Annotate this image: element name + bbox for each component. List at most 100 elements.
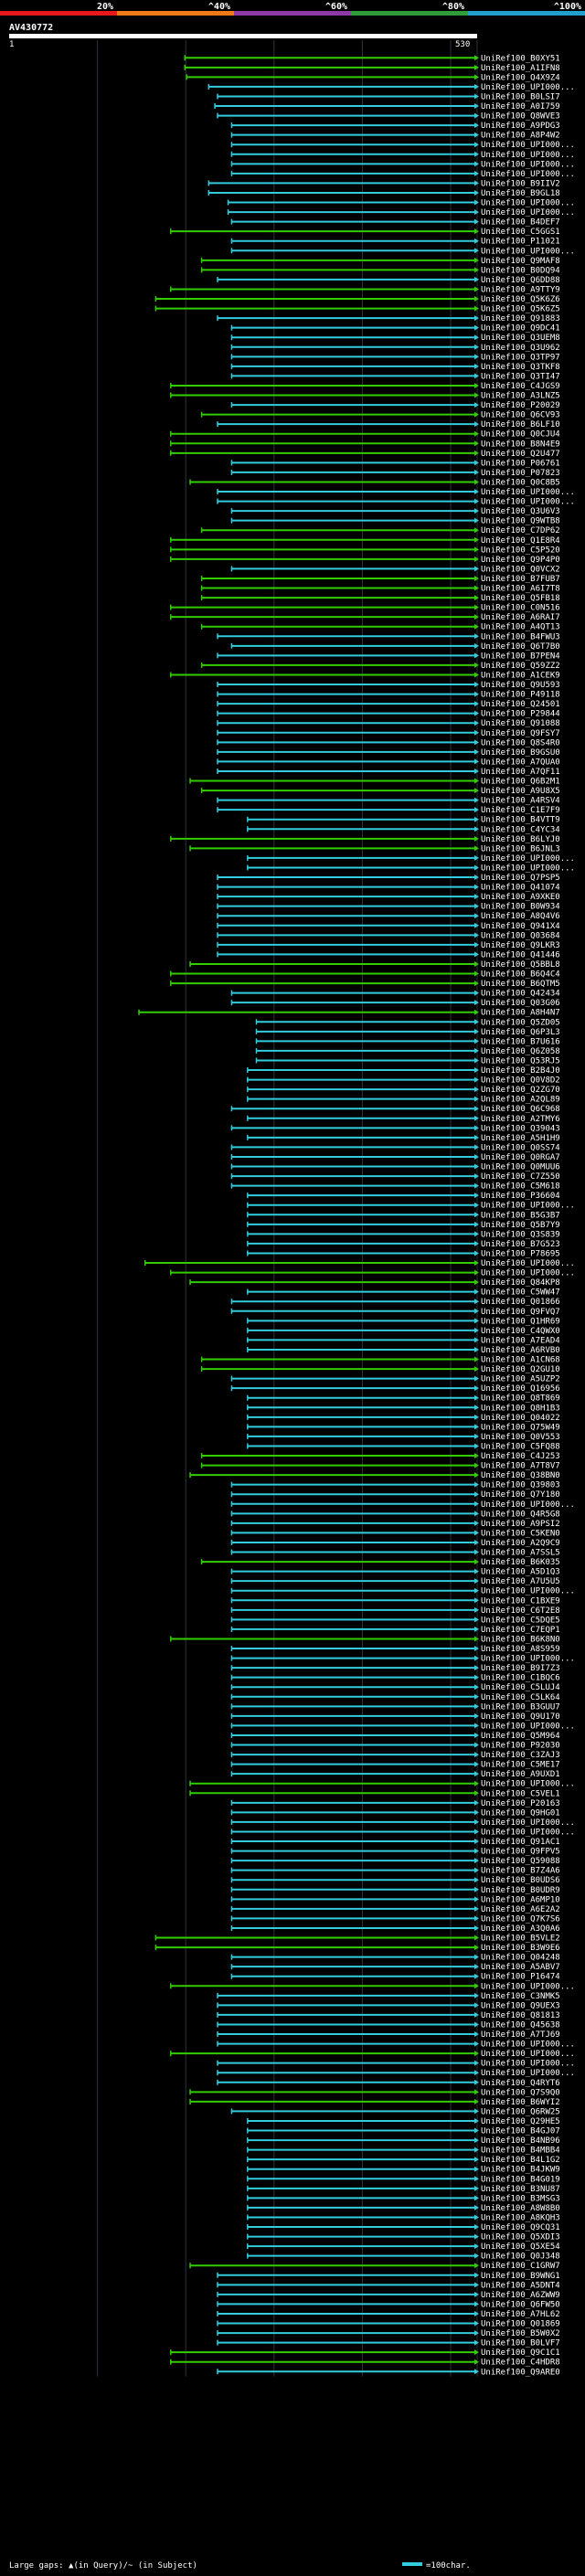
hit-row[interactable]: UniRef100_Q24501 bbox=[217, 700, 560, 709]
hit-row[interactable]: UniRef100_UPI000... bbox=[217, 2060, 575, 2069]
hit-label[interactable]: UniRef100_C1E7F9 bbox=[481, 806, 560, 815]
hit-label[interactable]: UniRef100_C4YC34 bbox=[481, 825, 560, 834]
hit-label[interactable]: UniRef100_Q04248 bbox=[481, 1954, 560, 1963]
hit-label[interactable]: UniRef100_A4RSV4 bbox=[481, 797, 560, 806]
hit-row[interactable]: UniRef100_UPI000... bbox=[230, 170, 575, 179]
hit-label[interactable]: UniRef100_B4L1G2 bbox=[481, 2156, 560, 2165]
hit-label[interactable]: UniRef100_UPI000... bbox=[481, 1259, 575, 1268]
hit-row[interactable]: UniRef100_P20163 bbox=[230, 1799, 560, 1808]
hit-label[interactable]: UniRef100_C5KEN0 bbox=[481, 1529, 560, 1538]
hit-label[interactable]: UniRef100_UPI000... bbox=[481, 1722, 575, 1731]
hit-label[interactable]: UniRef100_A7EAD4 bbox=[481, 1336, 560, 1345]
hit-label[interactable]: UniRef100_C3ZAJ3 bbox=[481, 1751, 560, 1760]
hit-label[interactable]: UniRef100_Q6RW25 bbox=[481, 2107, 560, 2116]
hit-label[interactable]: UniRef100_Q5K6Z5 bbox=[481, 305, 560, 314]
hit-row[interactable]: UniRef100_B6K035 bbox=[200, 1558, 560, 1567]
hit-label[interactable]: UniRef100_A5DNT4 bbox=[481, 2281, 560, 2290]
hit-label[interactable]: UniRef100_A9PDG3 bbox=[481, 122, 560, 131]
hit-label[interactable]: UniRef100_Q41074 bbox=[481, 884, 560, 893]
hit-row[interactable]: UniRef100_Q41446 bbox=[217, 950, 560, 959]
hit-row[interactable]: UniRef100_P16474 bbox=[230, 1973, 560, 1982]
hit-label[interactable]: UniRef100_B5VLE2 bbox=[481, 1935, 560, 1944]
hit-row[interactable]: UniRef100_B0LSI7 bbox=[217, 92, 560, 101]
hit-label[interactable]: UniRef100_Q3TI47 bbox=[481, 372, 560, 381]
hit-row[interactable]: UniRef100_B6JNL3 bbox=[189, 844, 560, 853]
hit-label[interactable]: UniRef100_Q3UEM8 bbox=[481, 334, 560, 343]
hit-label[interactable]: UniRef100_UPI000... bbox=[481, 1500, 575, 1510]
hit-label[interactable]: UniRef100_UPI000... bbox=[481, 1202, 575, 1211]
hit-label[interactable]: UniRef100_C4JGS9 bbox=[481, 382, 560, 391]
hit-label[interactable]: UniRef100_Q59ZZ2 bbox=[481, 662, 560, 671]
hit-label[interactable]: UniRef100_Q0CJU4 bbox=[481, 430, 560, 440]
hit-row[interactable]: UniRef100_UPI000... bbox=[247, 854, 575, 864]
hit-label[interactable]: UniRef100_B3GUU7 bbox=[481, 1702, 560, 1712]
hit-row[interactable]: UniRef100_Q7PSP5 bbox=[217, 874, 560, 883]
hit-row[interactable]: UniRef100_UPI000... bbox=[170, 2050, 575, 2059]
hit-row[interactable]: UniRef100_C4YC34 bbox=[247, 825, 560, 834]
hit-row[interactable]: UniRef100_A5ABV7 bbox=[230, 1963, 560, 1972]
hit-label[interactable]: UniRef100_C5LUJ4 bbox=[481, 1683, 560, 1692]
hit-row[interactable]: UniRef100_A6RVB0 bbox=[247, 1346, 560, 1355]
hit-label[interactable]: UniRef100_UPI000... bbox=[481, 2041, 575, 2050]
hit-label[interactable]: UniRef100_Q9ARE0 bbox=[481, 2368, 560, 2377]
hit-row[interactable]: UniRef100_UPI000... bbox=[230, 1818, 575, 1828]
hit-row[interactable]: UniRef100_B4MBB4 bbox=[247, 2147, 560, 2156]
hit-row[interactable]: UniRef100_A7SSL5 bbox=[230, 1549, 560, 1558]
hit-row[interactable]: UniRef100_A6MP10 bbox=[230, 1895, 560, 1904]
hit-row[interactable]: UniRef100_UPI000... bbox=[217, 498, 575, 507]
hit-label[interactable]: UniRef100_C5GGS1 bbox=[481, 228, 560, 237]
hit-row[interactable]: UniRef100_UPI000... bbox=[230, 247, 575, 256]
hit-label[interactable]: UniRef100_UPI000... bbox=[481, 208, 575, 217]
hit-label[interactable]: UniRef100_B9IIV2 bbox=[481, 179, 560, 188]
hit-label[interactable]: UniRef100_C5WW47 bbox=[481, 1288, 560, 1298]
hit-row[interactable]: UniRef100_A5DNT4 bbox=[217, 2281, 560, 2290]
hit-row[interactable]: UniRef100_Q01869 bbox=[217, 2320, 560, 2329]
hit-row[interactable]: UniRef100_Q941X4 bbox=[217, 922, 560, 931]
hit-row[interactable]: UniRef100_Q0V8D2 bbox=[247, 1076, 560, 1086]
hit-row[interactable]: UniRef100_B7U616 bbox=[255, 1037, 560, 1046]
hit-label[interactable]: UniRef100_Q9DC41 bbox=[481, 324, 560, 334]
hit-row[interactable]: UniRef100_B6K8N0 bbox=[170, 1635, 560, 1644]
hit-row[interactable]: UniRef100_B3GUU7 bbox=[230, 1702, 560, 1712]
hit-label[interactable]: UniRef100_Q5ZD05 bbox=[481, 1018, 560, 1027]
hit-label[interactable]: UniRef100_C5M618 bbox=[481, 1182, 560, 1192]
hit-label[interactable]: UniRef100_Q2U477 bbox=[481, 450, 560, 459]
hit-label[interactable]: UniRef100_Q3U962 bbox=[481, 344, 560, 353]
hit-row[interactable]: UniRef100_B5G3B7 bbox=[247, 1211, 560, 1220]
hit-label[interactable]: UniRef100_Q3S839 bbox=[481, 1230, 560, 1239]
hit-row[interactable]: UniRef100_Q4X9Z4 bbox=[186, 73, 560, 82]
hit-label[interactable]: UniRef100_Q0V8D2 bbox=[481, 1076, 560, 1086]
hit-row[interactable]: UniRef100_Q53RJ5 bbox=[255, 1056, 560, 1065]
hit-row[interactable]: UniRef100_UPI000... bbox=[247, 864, 575, 873]
hit-label[interactable]: UniRef100_A5ABV7 bbox=[481, 1963, 560, 1972]
hit-row[interactable]: UniRef100_Q39043 bbox=[230, 1124, 560, 1133]
hit-label[interactable]: UniRef100_Q9LKR3 bbox=[481, 941, 560, 950]
hit-label[interactable]: UniRef100_A5D1Q3 bbox=[481, 1568, 560, 1577]
hit-label[interactable]: UniRef100_Q0SS74 bbox=[481, 1143, 560, 1152]
hit-label[interactable]: UniRef100_Q5BBL8 bbox=[481, 960, 560, 970]
hit-row[interactable]: UniRef100_B4L1G2 bbox=[247, 2156, 560, 2165]
hit-row[interactable]: UniRef100_B0XY51 bbox=[184, 54, 560, 63]
hit-row[interactable]: UniRef100_Q5XE54 bbox=[247, 2242, 560, 2252]
hit-row[interactable]: UniRef100_P92030 bbox=[230, 1742, 560, 1751]
hit-row[interactable]: UniRef100_UPI000... bbox=[207, 83, 575, 92]
hit-label[interactable]: UniRef100_C5LK64 bbox=[481, 1693, 560, 1702]
hit-row[interactable]: UniRef100_Q75W49 bbox=[247, 1423, 560, 1432]
hit-row[interactable]: UniRef100_Q0SS74 bbox=[230, 1143, 560, 1152]
hit-row[interactable]: UniRef100_Q1E8R4 bbox=[170, 536, 560, 546]
hit-label[interactable]: UniRef100_B9WNG1 bbox=[481, 2272, 560, 2281]
hit-label[interactable]: UniRef100_A8P4W2 bbox=[481, 132, 560, 141]
hit-row[interactable]: UniRef100_A2QL89 bbox=[247, 1096, 560, 1105]
hit-label[interactable]: UniRef100_P11021 bbox=[481, 238, 560, 247]
hit-label[interactable]: UniRef100_B7Z4A6 bbox=[481, 1867, 560, 1876]
hit-label[interactable]: UniRef100_Q5K6Z6 bbox=[481, 295, 560, 304]
hit-label[interactable]: UniRef100_A9TTY9 bbox=[481, 285, 560, 294]
hit-row[interactable]: UniRef100_B3NU87 bbox=[247, 2185, 560, 2194]
hit-row[interactable]: UniRef100_A8S959 bbox=[230, 1645, 560, 1654]
hit-label[interactable]: UniRef100_A1CEK9 bbox=[481, 671, 560, 680]
hit-row[interactable]: UniRef100_Q3TI47 bbox=[230, 372, 560, 381]
hit-label[interactable]: UniRef100_Q6Z058 bbox=[481, 1047, 560, 1056]
hit-label[interactable]: UniRef100_B9GL18 bbox=[481, 189, 560, 198]
hit-label[interactable]: UniRef100_A2Q9C9 bbox=[481, 1539, 560, 1548]
hit-label[interactable]: UniRef100_UPI000... bbox=[481, 170, 575, 179]
